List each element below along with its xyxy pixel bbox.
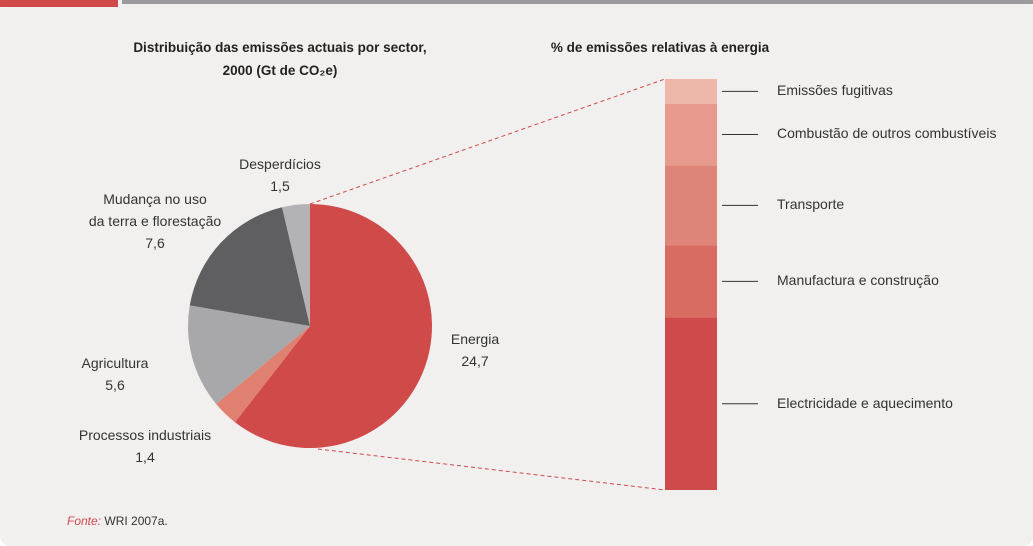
slice-label: Agricultura 5,6 — [60, 352, 170, 396]
slice-label: Mudança no uso da terra e florestação 7,6 — [65, 188, 245, 254]
header-line — [122, 0, 1033, 4]
pie-slice — [234, 204, 432, 448]
pie-slice — [189, 207, 310, 326]
bar-segment — [665, 317, 717, 490]
legend-label: Combustão de outros combustíveis — [777, 125, 997, 142]
legend-label: Transporte — [777, 196, 845, 213]
source: WRI 2007a. — [104, 514, 168, 528]
slice-value: 1,4 — [135, 449, 155, 465]
slice-value: 5,6 — [105, 377, 125, 393]
header-accent — [0, 0, 118, 7]
legend-label: Emissões fugitivas — [777, 82, 893, 99]
pie-slice — [216, 326, 310, 423]
slice-value: 24,7 — [461, 353, 489, 369]
slice-name: Desperdícios — [239, 156, 321, 172]
bar-segment — [665, 103, 717, 166]
connector — [317, 448, 666, 491]
slice-name: Processos industriais — [78, 427, 212, 443]
slice-name: Agricultura — [81, 355, 149, 371]
slice-value: 7,6 — [145, 235, 165, 251]
slice-label: Energia 24,7 — [425, 328, 525, 372]
pie-title: Distribuição das emissões actuais por se… — [133, 40, 427, 78]
legend-label: Electricidade e aquecimento — [777, 394, 953, 411]
bar-title: % de emissões relativas à energia — [550, 40, 770, 55]
pie-slice — [282, 204, 310, 326]
slice-label: Processos industriais 1,4 — [60, 424, 230, 468]
source-label: Fonte: — [67, 514, 102, 528]
bar-segment — [665, 165, 717, 246]
slice-name: Energia — [450, 331, 500, 347]
slice-value: 1,5 — [270, 178, 290, 194]
pie-slice — [188, 305, 310, 404]
bar-segment — [665, 245, 717, 318]
bar-segment — [665, 79, 717, 104]
slice-label: Desperdícios 1,5 — [225, 153, 335, 197]
source-note: Fonte: WRI 2007a. — [67, 514, 168, 528]
slice-name: Mudança no uso da terra e florestação — [88, 191, 222, 229]
legend-label: Manufactura e construção — [777, 272, 939, 289]
